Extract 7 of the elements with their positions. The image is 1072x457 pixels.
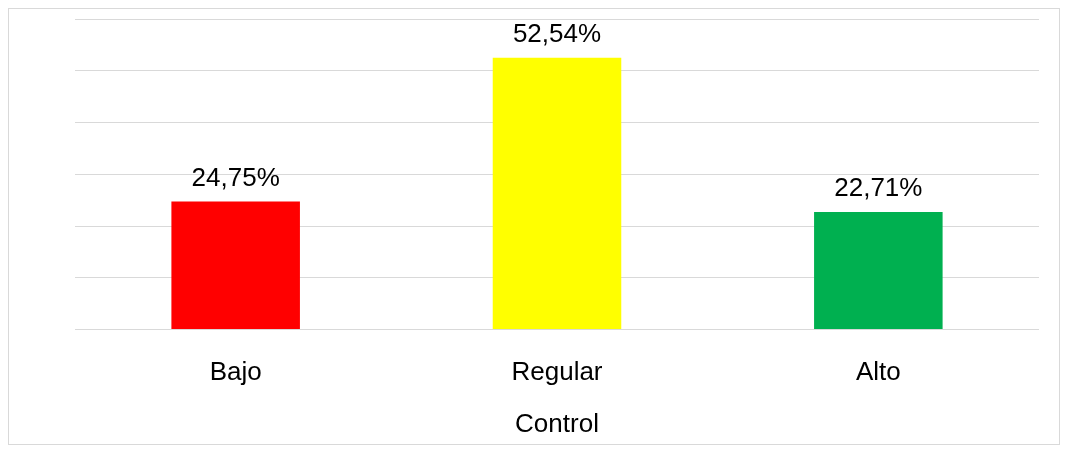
x-axis-title: Control [515, 407, 599, 438]
data-label: 24,75% [191, 161, 280, 192]
x-tick-label: Alto [855, 356, 901, 387]
x-tick-label: Bajo [209, 356, 262, 387]
x-tick-label: Regular [511, 356, 603, 387]
data-label: 52,54% [512, 17, 602, 48]
data-label: 22,71% [834, 172, 923, 203]
